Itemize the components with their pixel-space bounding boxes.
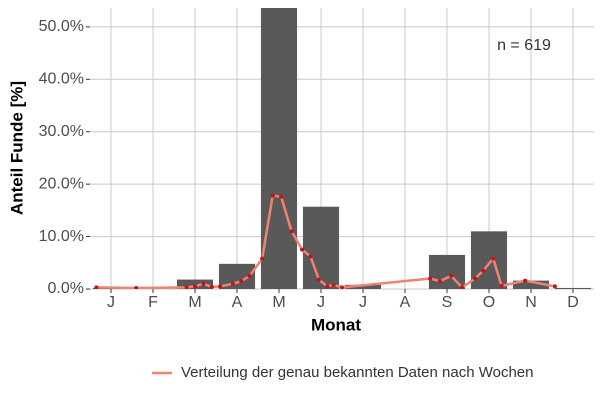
line-point [523, 278, 528, 283]
y-tick-label: 40.0% [39, 71, 84, 88]
legend-label: Verteilung der genau bekannten Daten nac… [181, 364, 534, 381]
x-tick-label: O [483, 294, 495, 311]
line-point [193, 284, 197, 289]
x-tick-label: A [232, 294, 243, 311]
x-tick-label: J [359, 294, 367, 311]
line-point [218, 284, 223, 289]
line-point [449, 273, 454, 278]
line-point [325, 284, 330, 289]
bar [512, 280, 550, 289]
bar [470, 231, 508, 289]
line-point [247, 273, 252, 278]
x-tick-label: S [442, 294, 453, 311]
line-point [499, 283, 504, 288]
x-tick-label: M [188, 294, 201, 311]
line-point [552, 284, 557, 289]
line-point [289, 229, 294, 234]
bar [260, 8, 298, 289]
x-tick-label: F [148, 294, 158, 311]
y-tick-label: 0.0% [48, 280, 84, 297]
annotation: n = 619 [497, 37, 551, 54]
line-point [260, 256, 265, 261]
x-tick-label: D [567, 294, 579, 311]
line-point [94, 285, 99, 289]
line-point [491, 256, 496, 261]
line-point [481, 268, 486, 273]
x-tick-label: J [107, 294, 115, 311]
line-point [316, 277, 321, 282]
line-point [201, 281, 206, 286]
line-point [239, 279, 244, 284]
bar [344, 284, 382, 289]
x-tick-label: M [272, 294, 285, 311]
x-tick-label: N [525, 294, 537, 311]
plot [92, 8, 592, 289]
line-point [184, 285, 189, 289]
y-tick-label: 10.0% [39, 228, 84, 245]
line-point [437, 279, 442, 284]
y-tick-label: 30.0% [39, 123, 84, 140]
bar [302, 206, 340, 289]
y-tick-label: 50.0% [39, 18, 84, 35]
bar [554, 287, 592, 289]
x-tick-label: A [400, 294, 411, 311]
line-point [428, 276, 433, 281]
line-point [340, 285, 344, 289]
line-point [279, 194, 284, 199]
bar [176, 279, 214, 289]
line-point [209, 284, 214, 289]
line-point [230, 281, 235, 286]
line-point [473, 276, 478, 281]
x-axis-title: Monat [311, 315, 361, 334]
line-point [270, 193, 275, 198]
y-axis-title: Anteil Funde [%] [7, 81, 26, 215]
line-point [308, 254, 313, 259]
line-point [460, 285, 465, 289]
line-point [134, 285, 139, 289]
y-tick-label: 20.0% [39, 175, 84, 192]
line-point [331, 282, 336, 287]
x-tick-label: J [317, 294, 325, 311]
line-point [300, 247, 305, 252]
